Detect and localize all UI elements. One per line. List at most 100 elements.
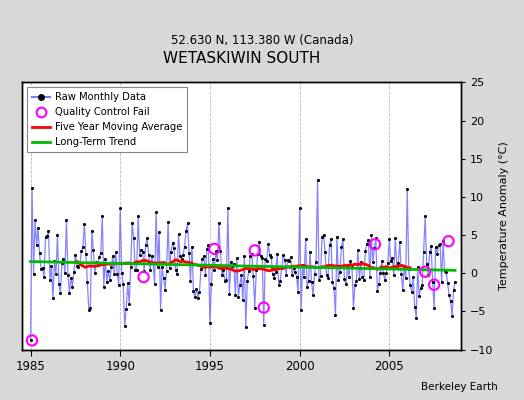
Point [177, 255, 185, 262]
Point [403, 186, 411, 192]
Point [255, 239, 264, 245]
Point [246, 253, 255, 260]
Point [217, 272, 226, 278]
Point [396, 238, 404, 245]
Point [425, 249, 434, 256]
Point [358, 274, 367, 280]
Point [145, 252, 153, 258]
Point [258, 255, 266, 261]
Point [136, 252, 144, 258]
Point [134, 213, 143, 219]
Point [373, 288, 381, 294]
Point [129, 235, 138, 242]
Point [139, 274, 148, 280]
Point [382, 270, 390, 276]
Point [89, 247, 97, 254]
Point [348, 262, 356, 268]
Point [64, 272, 72, 278]
Point [319, 232, 328, 238]
Point [234, 294, 243, 300]
Point [257, 253, 265, 259]
Point [312, 259, 320, 266]
Point [357, 258, 365, 265]
Point [292, 274, 301, 280]
Point [122, 306, 130, 312]
Point [225, 290, 234, 297]
Point [379, 270, 388, 276]
Point [363, 241, 371, 247]
Point [73, 262, 81, 269]
Point [212, 248, 220, 254]
Point [296, 205, 304, 212]
Point [316, 273, 325, 279]
Point [125, 300, 134, 307]
Point [94, 262, 102, 268]
Point [440, 268, 449, 274]
Point [187, 278, 195, 285]
Point [96, 249, 105, 256]
Point [50, 258, 59, 264]
Point [149, 260, 157, 266]
Point [154, 264, 162, 271]
Point [375, 280, 383, 287]
Point [182, 228, 190, 234]
Point [439, 238, 447, 244]
Point [366, 274, 374, 280]
Point [103, 278, 111, 285]
Point [35, 250, 43, 256]
Point [376, 269, 385, 276]
Point [236, 282, 244, 288]
Point [264, 241, 272, 247]
Point [183, 220, 192, 226]
Point [138, 248, 147, 255]
Point [215, 220, 223, 226]
Point [294, 289, 302, 295]
Point [210, 266, 219, 273]
Point [29, 271, 38, 277]
Point [46, 277, 54, 283]
Point [156, 306, 165, 313]
Point [200, 253, 208, 259]
Y-axis label: Temperature Anomaly (°C): Temperature Anomaly (°C) [499, 142, 509, 290]
Point [418, 282, 427, 288]
Point [304, 278, 313, 284]
Point [298, 262, 307, 268]
Point [250, 304, 259, 311]
Point [339, 236, 347, 242]
Point [346, 258, 355, 264]
Point [209, 256, 217, 262]
Point [388, 255, 397, 261]
Point [128, 220, 136, 226]
Point [26, 337, 35, 344]
Point [337, 244, 346, 250]
Point [410, 303, 419, 310]
Point [267, 254, 276, 261]
Point [436, 241, 444, 248]
Point [166, 265, 174, 272]
Point [369, 259, 377, 265]
Point [245, 268, 253, 274]
Point [216, 248, 225, 254]
Point [336, 268, 344, 275]
Point [408, 289, 416, 295]
Point [131, 266, 139, 273]
Point [188, 243, 196, 250]
Point [224, 205, 232, 212]
Point [107, 264, 115, 271]
Point [424, 272, 432, 278]
Point [342, 281, 350, 288]
Point [421, 268, 429, 275]
Point [417, 285, 425, 291]
Point [271, 269, 280, 275]
Point [297, 307, 305, 313]
Point [278, 264, 286, 271]
Point [53, 232, 62, 238]
Point [86, 304, 94, 311]
Point [100, 284, 108, 290]
Point [152, 209, 160, 215]
Point [170, 245, 178, 251]
Point [210, 246, 219, 252]
Point [62, 217, 71, 223]
Point [308, 279, 316, 286]
Point [180, 244, 189, 250]
